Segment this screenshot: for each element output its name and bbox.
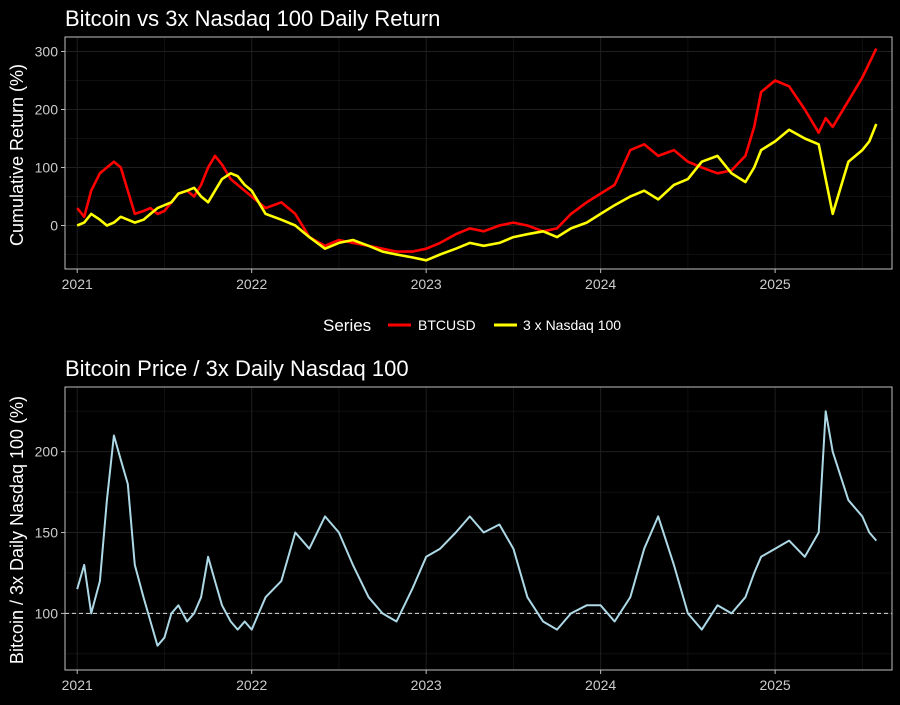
chart-top-plot-area: 2021 2022 2023 2024 2025 0 100 200 300 [35,36,893,292]
chart-top-y-tick-label: 0 [50,218,58,234]
chart-bottom-x-tick-label: 2021 [62,677,93,693]
chart-top-x-tick-label: 2025 [760,276,791,292]
chart-top-y-tick-label: 300 [35,44,59,60]
legend-label-btcusd: BTCUSD [418,317,476,333]
chart-top-y-axis-title: Cumulative Return (%) [7,64,27,246]
chart-top-x-tick-label: 2024 [585,276,616,292]
chart-top-y-tick-label: 100 [35,160,59,176]
legend-label-nasdaq: 3 x Nasdaq 100 [523,317,621,333]
chart-top-x-tick-label: 2021 [62,276,93,292]
chart-bottom-x-tick-label: 2023 [411,677,442,693]
chart-bottom-panel-border [64,386,893,671]
chart-bottom-x-tick-label: 2024 [585,677,616,693]
chart-top-panel-border [64,36,893,270]
legend: Series BTCUSD 3 x Nasdaq 100 [323,316,621,335]
chart-top-x-tick-label: 2022 [236,276,267,292]
chart-bottom-y-axis-title: Bitcoin / 3x Daily Nasdaq 100 (%) [7,396,27,664]
chart-bottom-x-tick-label: 2025 [760,677,791,693]
chart-top-title: Bitcoin vs 3x Nasdaq 100 Daily Return [65,6,440,31]
chart-bottom: Bitcoin Price / 3x Daily Nasdaq 100 Bitc… [7,356,893,693]
chart-top-series-line-btcusd [76,48,878,253]
chart-top: Bitcoin vs 3x Nasdaq 100 Daily Return Cu… [7,6,893,292]
legend-title: Series [323,316,371,335]
chart-bottom-y-tick-label: 200 [35,444,59,460]
chart-bottom-x-tick-label: 2022 [236,677,267,693]
chart-bottom-title: Bitcoin Price / 3x Daily Nasdaq 100 [65,356,409,381]
chart-top-y-tick-label: 200 [35,102,59,118]
chart-bottom-series-line-ratio [76,410,878,647]
chart-bottom-y-tick-label: 100 [35,605,59,621]
chart-bottom-plot-area: 2021 2022 2023 2024 2025 100 150 200 [35,386,893,693]
chart-bottom-y-tick-label: 150 [35,525,59,541]
chart-top-x-tick-label: 2023 [411,276,442,292]
chart-top-series-line-3-x-nasdaq-100 [76,123,878,262]
